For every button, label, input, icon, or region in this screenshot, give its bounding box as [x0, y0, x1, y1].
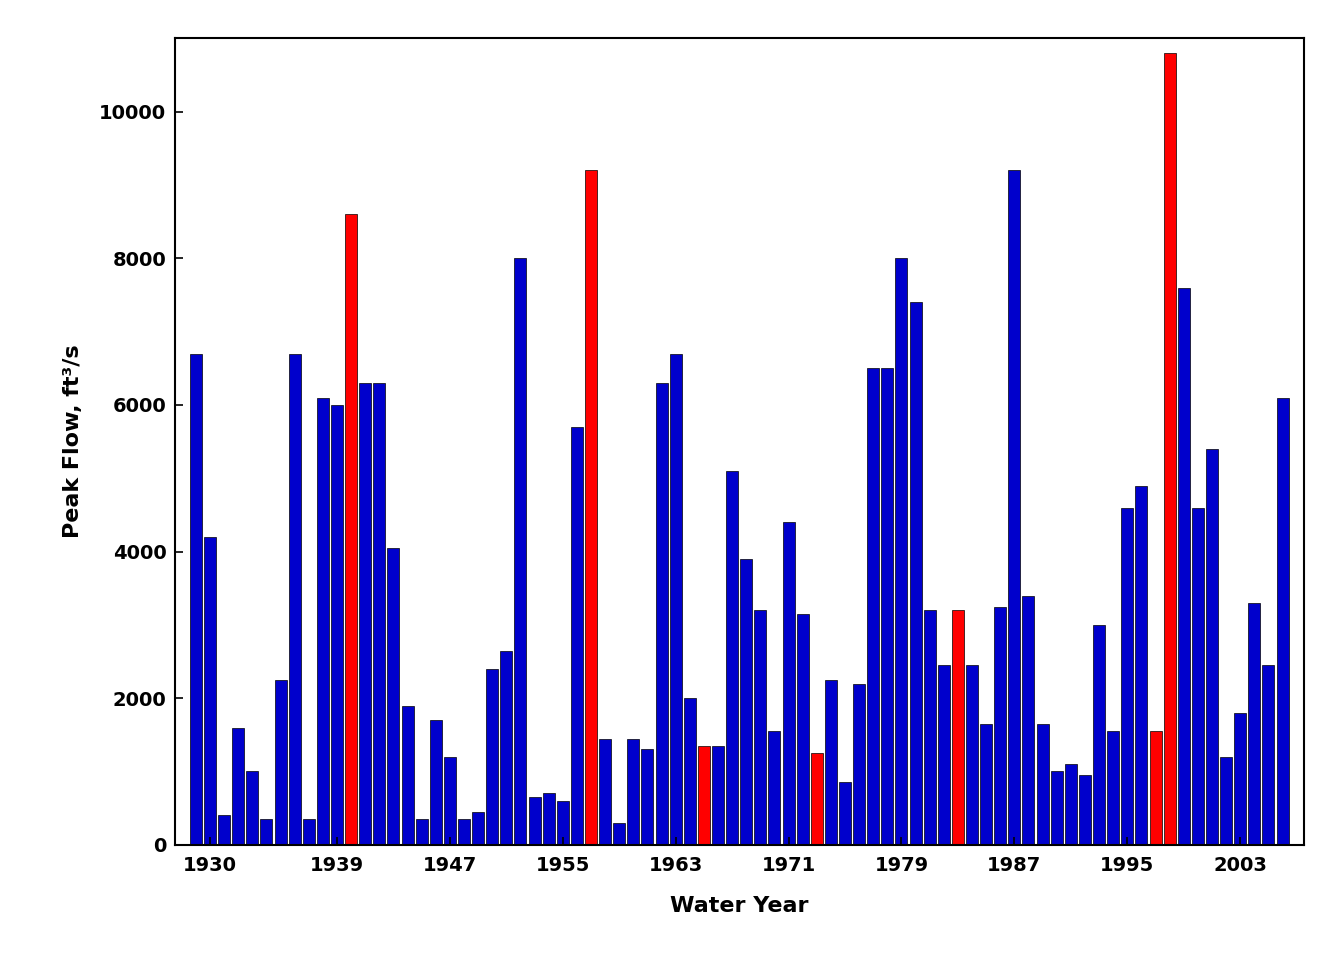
Bar — [1051, 772, 1063, 845]
Bar — [895, 258, 907, 845]
Bar — [515, 258, 527, 845]
Bar — [741, 559, 753, 845]
Bar — [331, 405, 343, 845]
Bar — [359, 383, 371, 845]
Bar — [1093, 625, 1105, 845]
Bar — [628, 738, 640, 845]
Bar — [1149, 732, 1161, 845]
Bar — [289, 353, 301, 845]
Bar — [1234, 713, 1246, 845]
Bar — [769, 732, 781, 845]
Bar — [444, 756, 456, 845]
Bar — [1220, 756, 1232, 845]
Bar — [190, 353, 202, 845]
Bar — [487, 669, 499, 845]
Bar — [274, 680, 286, 845]
Bar — [882, 369, 894, 845]
Bar — [1249, 603, 1261, 845]
Bar — [402, 706, 414, 845]
Bar — [246, 772, 258, 845]
Bar — [543, 794, 555, 845]
X-axis label: Water Year: Water Year — [669, 896, 809, 916]
Bar — [302, 819, 314, 845]
Bar — [1121, 508, 1133, 845]
Bar — [387, 548, 399, 845]
Bar — [810, 754, 823, 845]
Bar — [712, 746, 724, 845]
Bar — [599, 738, 612, 845]
Bar — [233, 728, 245, 845]
Bar — [853, 684, 866, 845]
Bar — [1079, 775, 1091, 845]
Bar — [1277, 397, 1289, 845]
Bar — [669, 353, 681, 845]
Bar — [952, 611, 964, 845]
Bar — [782, 522, 794, 845]
Bar — [1064, 764, 1077, 845]
Bar — [458, 819, 470, 845]
Bar — [1107, 732, 1120, 845]
Bar — [1262, 665, 1274, 845]
Bar — [980, 724, 992, 845]
Bar — [556, 801, 569, 845]
Bar — [754, 611, 766, 845]
Bar — [966, 665, 978, 845]
Bar — [415, 819, 427, 845]
Bar — [656, 383, 668, 845]
Bar — [1192, 508, 1204, 845]
Bar — [1036, 724, 1048, 845]
Bar — [839, 782, 851, 845]
Bar — [641, 750, 653, 845]
Bar — [910, 302, 922, 845]
Y-axis label: Peak Flow, ft³/s: Peak Flow, ft³/s — [63, 345, 82, 539]
Bar — [698, 746, 710, 845]
Bar — [613, 823, 625, 845]
Bar — [797, 613, 809, 845]
Bar — [825, 680, 837, 845]
Bar — [995, 607, 1007, 845]
Bar — [528, 797, 540, 845]
Bar — [500, 651, 512, 845]
Bar — [430, 720, 442, 845]
Bar — [923, 611, 935, 845]
Bar — [571, 427, 583, 845]
Bar — [261, 819, 273, 845]
Bar — [938, 665, 950, 845]
Bar — [472, 812, 484, 845]
Bar — [726, 471, 738, 845]
Bar — [204, 537, 216, 845]
Bar — [1206, 449, 1218, 845]
Bar — [867, 369, 879, 845]
Bar — [1023, 595, 1035, 845]
Bar — [684, 698, 696, 845]
Bar — [585, 170, 597, 845]
Bar — [374, 383, 386, 845]
Bar — [1136, 486, 1148, 845]
Bar — [218, 815, 230, 845]
Bar — [1008, 170, 1020, 845]
Bar — [345, 214, 358, 845]
Bar — [1177, 288, 1189, 845]
Bar — [317, 397, 329, 845]
Bar — [1164, 53, 1176, 845]
